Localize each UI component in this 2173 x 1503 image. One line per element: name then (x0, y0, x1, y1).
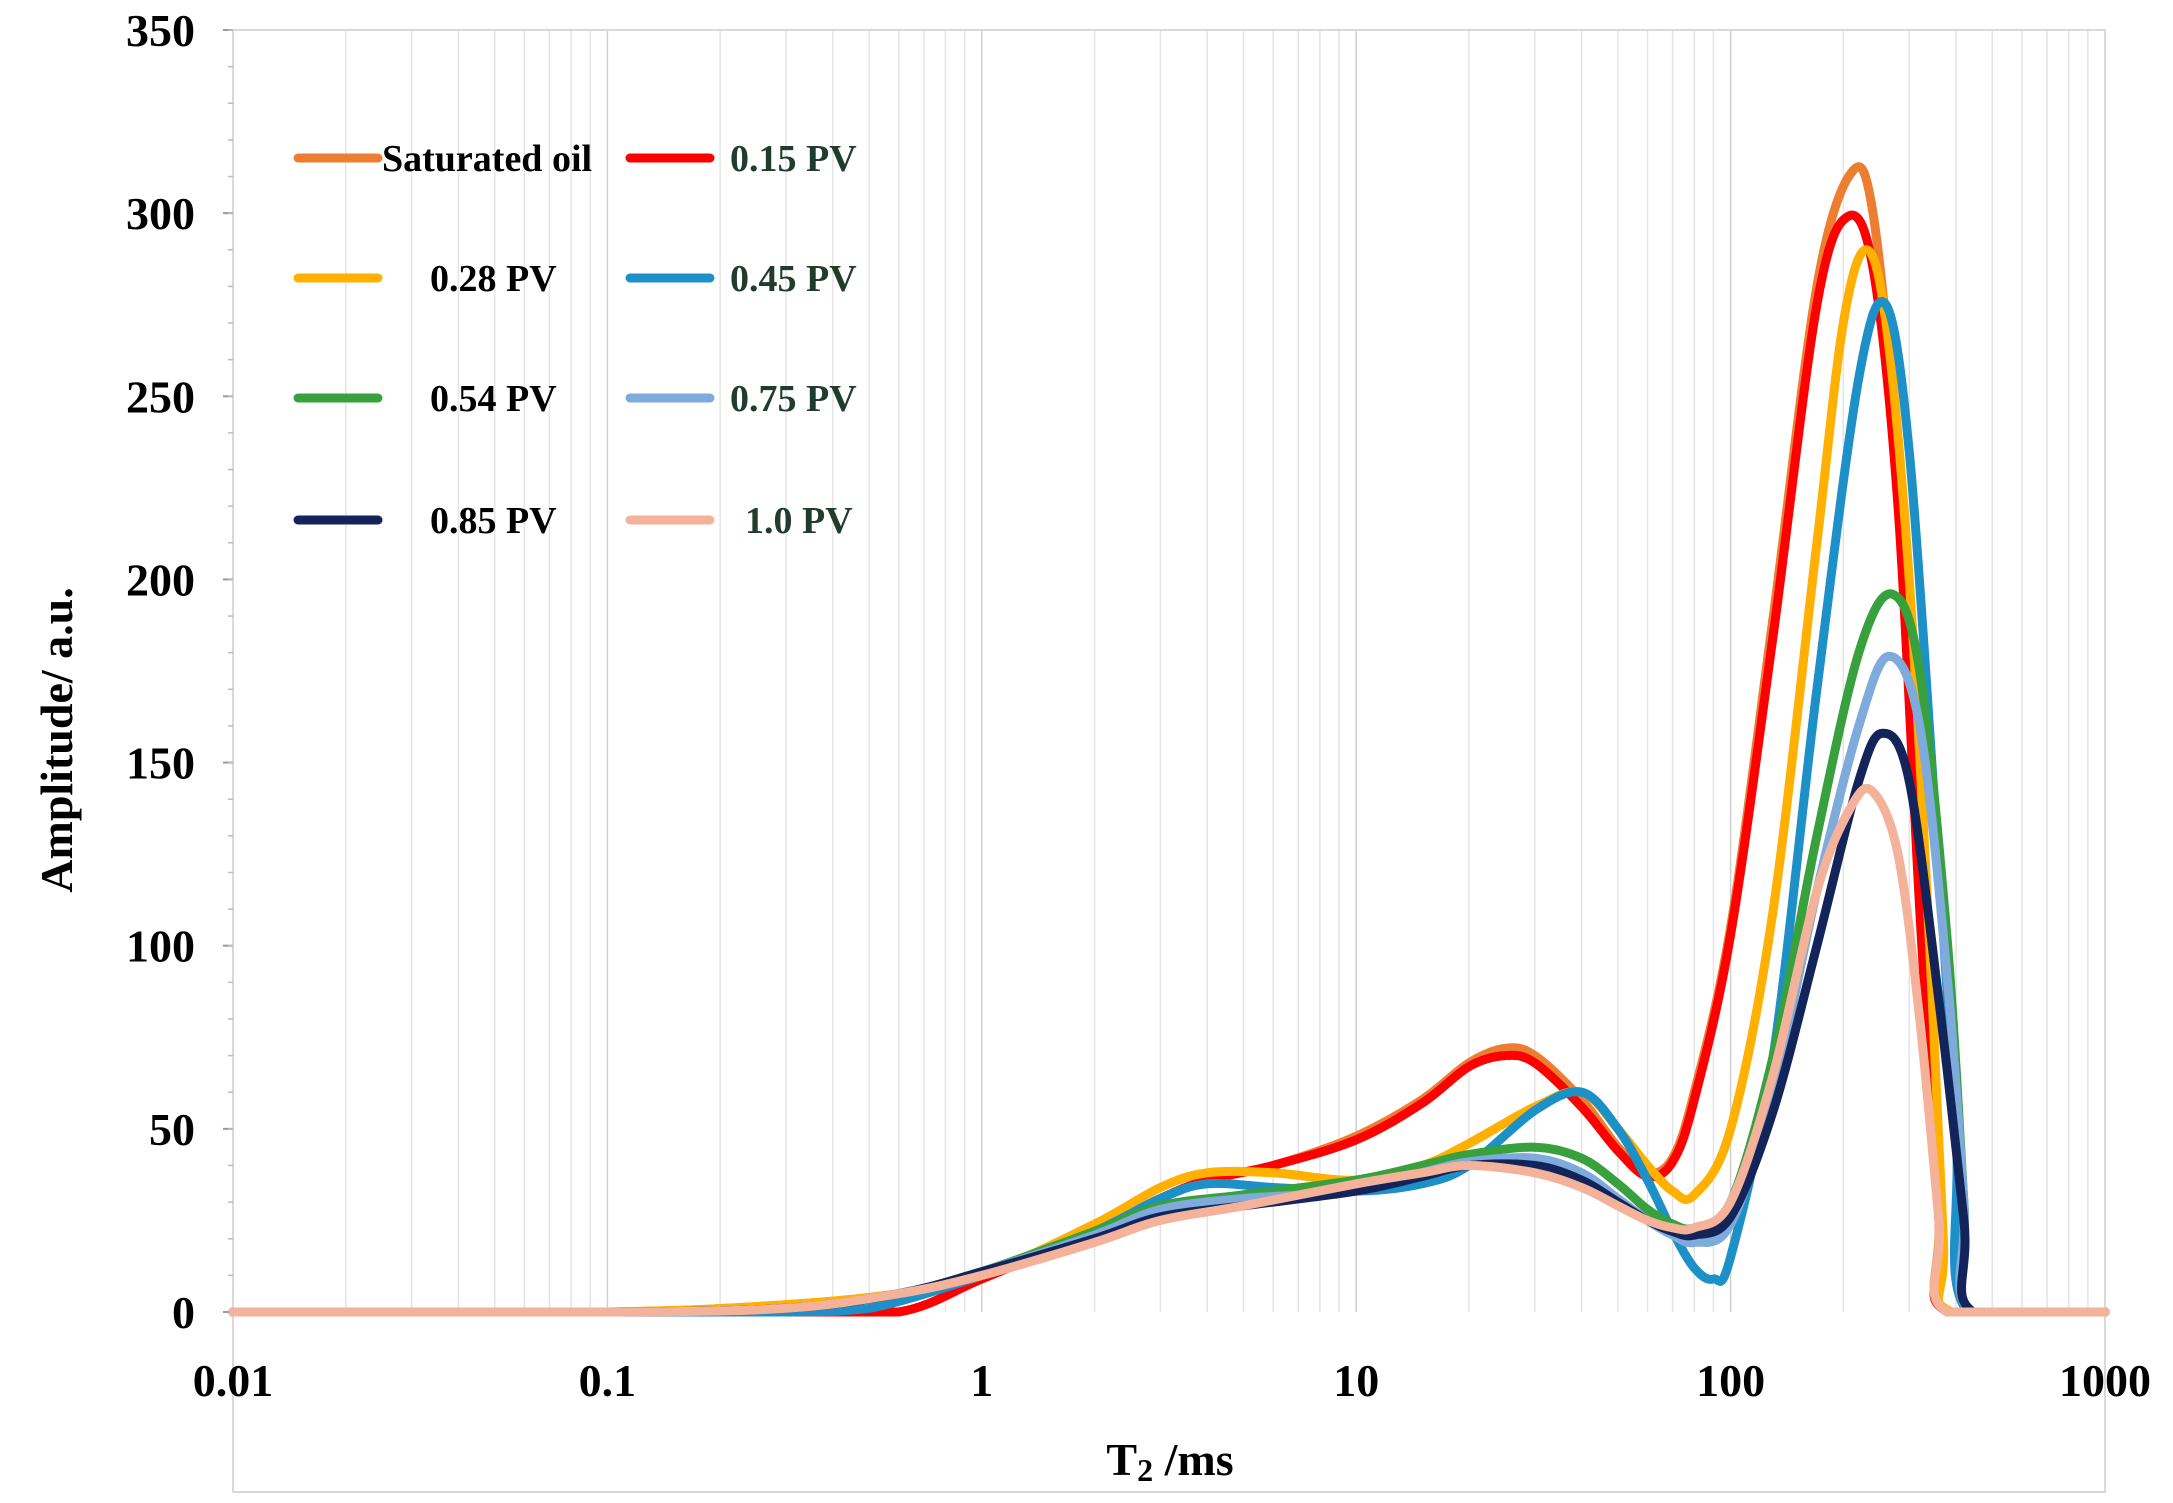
x-axis-title-rest: /ms (1153, 1434, 1234, 1485)
series-line-1-0-pv (228, 783, 2110, 1317)
y-tick-label: 50 (149, 1104, 195, 1155)
series-line-saturated-oil (228, 162, 2110, 1317)
y-tick-label: 150 (126, 738, 195, 789)
y-tick-label: 250 (126, 371, 195, 422)
x-tick-label: 0.1 (579, 1355, 637, 1406)
x-tick-label: 100 (1696, 1355, 1765, 1406)
y-axis-title: Amplitude/ a.u. (31, 587, 82, 892)
x-tick-label: 1000 (2059, 1355, 2151, 1406)
legend-label: 0.75 PV (730, 378, 857, 420)
grid-lines (232, 30, 2089, 1312)
x-tick-label: 1 (970, 1355, 993, 1406)
legend: Saturated oil 0.15 PV 0.28 PV 0.45 PV 0.54 P… (293, 138, 857, 542)
legend-label: 1.0 PV (745, 500, 853, 542)
x-axis-title-main: T (1106, 1434, 1137, 1485)
y-tick-label: 100 (126, 921, 195, 972)
series-group (228, 162, 2110, 1317)
plot-frame (232, 29, 2106, 1493)
x-axis-title: T2 /ms (1106, 1434, 1233, 1488)
x-axis-title-subscript: 2 (1137, 1452, 1153, 1488)
x-tick-label: 0.01 (193, 1355, 274, 1406)
x-tick-label: 10 (1333, 1355, 1379, 1406)
y-tick-label: 300 (126, 188, 195, 239)
y-axis-ticks: 0 50 100 150 200 250 300 350 (126, 5, 233, 1338)
legend-label: Saturated oil (382, 138, 592, 180)
legend-label: 0.28 PV (430, 258, 557, 300)
y-tick-label: 350 (126, 5, 195, 56)
legend-label: 0.45 PV (730, 258, 857, 300)
y-tick-label: 0 (172, 1287, 195, 1338)
y-tick-label: 200 (126, 554, 195, 605)
legend-label: 0.15 PV (730, 138, 857, 180)
x-axis-ticks: 0.01 0.1 1 10 100 1000 (193, 1355, 2151, 1406)
legend-label: 0.85 PV (430, 500, 557, 542)
legend-label: 0.54 PV (430, 378, 557, 420)
